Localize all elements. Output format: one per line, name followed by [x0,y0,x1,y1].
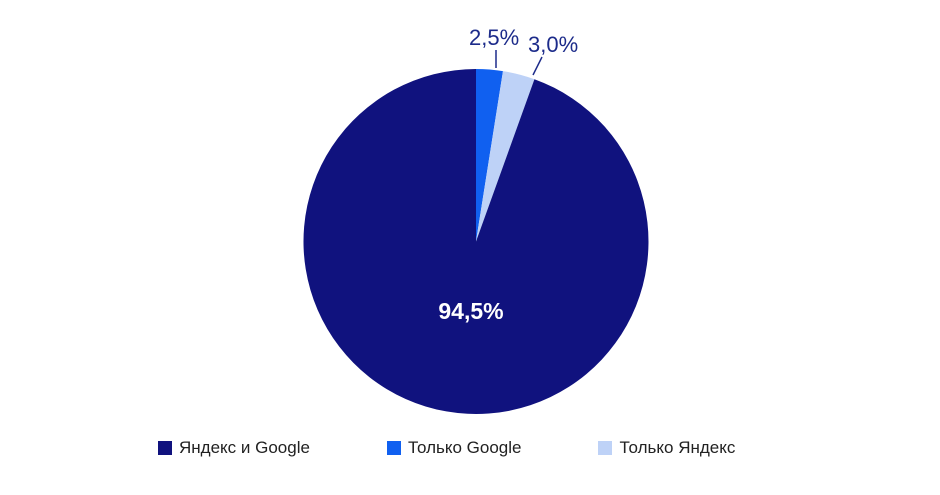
svg-text:94,5%: 94,5% [438,298,503,324]
